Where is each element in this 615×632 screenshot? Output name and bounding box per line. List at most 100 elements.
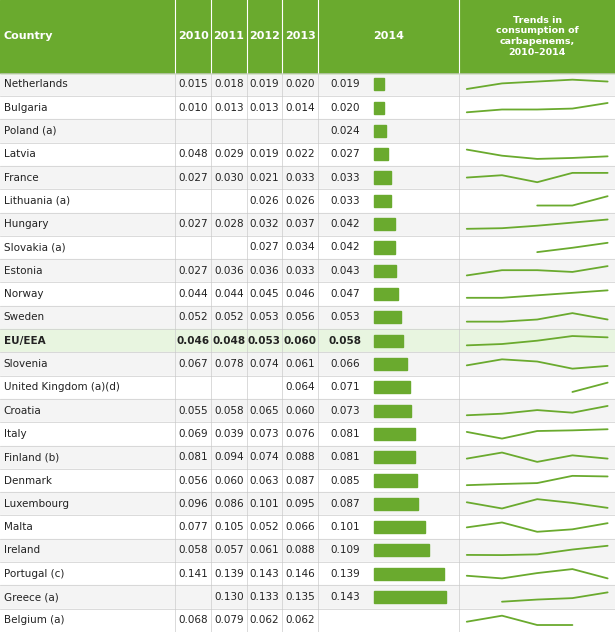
Text: 0.026: 0.026 [250, 196, 279, 206]
Text: 0.081: 0.081 [330, 453, 360, 462]
Text: 0.066: 0.066 [330, 359, 360, 369]
Bar [374, 591, 446, 603]
Text: 0.060: 0.060 [285, 406, 315, 416]
Text: 0.034: 0.034 [285, 243, 315, 252]
Bar [0, 212, 615, 236]
Text: Malta: Malta [4, 522, 33, 532]
Text: 0.073: 0.073 [250, 429, 279, 439]
Bar [374, 568, 444, 580]
Text: Netherlands: Netherlands [4, 80, 68, 89]
Text: Lithuania (a): Lithuania (a) [4, 196, 70, 206]
Text: Bulgaria: Bulgaria [4, 102, 47, 112]
Text: Slovenia: Slovenia [4, 359, 48, 369]
Bar [374, 125, 386, 137]
Text: 0.048: 0.048 [178, 149, 208, 159]
Text: 0.015: 0.015 [178, 80, 208, 89]
Text: 0.039: 0.039 [214, 429, 244, 439]
Text: 0.063: 0.063 [250, 475, 279, 485]
Text: 0.027: 0.027 [178, 173, 208, 183]
Text: Latvia: Latvia [4, 149, 36, 159]
Bar [0, 189, 615, 212]
Text: 0.079: 0.079 [214, 616, 244, 625]
Text: 0.060: 0.060 [214, 475, 244, 485]
Text: Denmark: Denmark [4, 475, 52, 485]
Bar [0, 0, 615, 73]
Text: 2014: 2014 [373, 32, 404, 41]
Bar [374, 381, 410, 393]
Text: 0.029: 0.029 [214, 149, 244, 159]
Text: 0.027: 0.027 [250, 243, 279, 252]
Text: 0.010: 0.010 [178, 102, 208, 112]
Text: 0.037: 0.037 [285, 219, 315, 229]
Bar [0, 446, 615, 469]
Text: 0.052: 0.052 [214, 312, 244, 322]
Bar [0, 352, 615, 375]
Bar [374, 288, 398, 300]
Text: 2010: 2010 [178, 32, 208, 41]
Bar [0, 236, 615, 259]
Bar [374, 475, 417, 487]
Text: 0.047: 0.047 [330, 289, 360, 299]
Bar [374, 171, 391, 184]
Text: 0.061: 0.061 [250, 545, 279, 556]
Bar [374, 498, 418, 510]
Text: 0.033: 0.033 [330, 173, 360, 183]
Text: 2013: 2013 [285, 32, 315, 41]
Text: 0.141: 0.141 [178, 569, 208, 579]
Bar [0, 538, 615, 562]
Text: Norway: Norway [4, 289, 43, 299]
Text: 0.044: 0.044 [214, 289, 244, 299]
Text: 0.143: 0.143 [330, 592, 360, 602]
Text: 0.014: 0.014 [285, 102, 315, 112]
Bar [374, 428, 415, 440]
Text: 0.073: 0.073 [330, 406, 360, 416]
Text: 0.046: 0.046 [177, 336, 210, 346]
Text: Italy: Italy [4, 429, 26, 439]
Text: 0.032: 0.032 [250, 219, 279, 229]
Bar [374, 404, 411, 416]
Text: 0.053: 0.053 [248, 336, 281, 346]
Text: 0.058: 0.058 [178, 545, 208, 556]
Text: 0.062: 0.062 [250, 616, 279, 625]
Bar [374, 451, 415, 463]
Text: 0.022: 0.022 [285, 149, 315, 159]
Bar [0, 306, 615, 329]
Text: Greece (a): Greece (a) [4, 592, 58, 602]
Text: 0.056: 0.056 [178, 475, 208, 485]
Bar [374, 102, 384, 114]
Text: 0.087: 0.087 [330, 499, 360, 509]
Text: 0.028: 0.028 [214, 219, 244, 229]
Text: 0.077: 0.077 [178, 522, 208, 532]
Bar [374, 218, 395, 230]
Text: 0.088: 0.088 [285, 545, 315, 556]
Text: 0.018: 0.018 [214, 80, 244, 89]
Text: 0.101: 0.101 [330, 522, 360, 532]
Text: 0.071: 0.071 [330, 382, 360, 392]
Text: Belgium (a): Belgium (a) [4, 616, 64, 625]
Text: Hungary: Hungary [4, 219, 48, 229]
Text: 0.030: 0.030 [214, 173, 244, 183]
Text: 0.068: 0.068 [178, 616, 208, 625]
Bar [0, 492, 615, 516]
Text: 2011: 2011 [213, 32, 244, 41]
Text: 0.027: 0.027 [178, 219, 208, 229]
Text: 0.027: 0.027 [178, 266, 208, 276]
Text: 0.143: 0.143 [250, 569, 279, 579]
Text: 0.026: 0.026 [285, 196, 315, 206]
Bar [0, 375, 615, 399]
Text: 0.081: 0.081 [178, 453, 208, 462]
Text: 0.020: 0.020 [330, 102, 360, 112]
Text: 0.058: 0.058 [214, 406, 244, 416]
Text: France: France [4, 173, 38, 183]
Text: 0.044: 0.044 [178, 289, 208, 299]
Text: 0.036: 0.036 [250, 266, 279, 276]
Text: 0.064: 0.064 [285, 382, 315, 392]
Text: 0.033: 0.033 [285, 173, 315, 183]
Text: Estonia: Estonia [4, 266, 42, 276]
Text: 0.135: 0.135 [285, 592, 315, 602]
Text: 0.067: 0.067 [178, 359, 208, 369]
Text: 0.033: 0.033 [330, 196, 360, 206]
Text: 0.087: 0.087 [285, 475, 315, 485]
Bar [0, 259, 615, 283]
Text: 0.019: 0.019 [330, 80, 360, 89]
